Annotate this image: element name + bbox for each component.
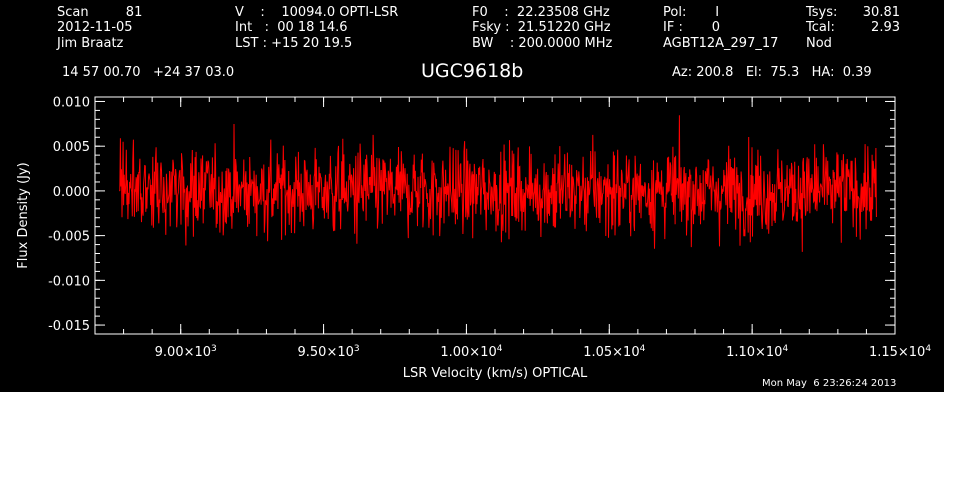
header-col1-line3: Jim Braatz bbox=[57, 36, 124, 51]
tsys-label: Tsys: bbox=[806, 5, 838, 20]
header-col4-line3: AGBT12A_297_17 bbox=[663, 36, 779, 51]
header-col1-line1: Scan 81 bbox=[57, 5, 143, 20]
tcal-value: 2.93 bbox=[871, 20, 900, 35]
spectrum-series-line bbox=[118, 115, 877, 252]
source-name: UGC9618b bbox=[421, 60, 524, 82]
y-tick-label: 0.010 bbox=[53, 95, 90, 110]
x-tick-label: 1.00×104 bbox=[440, 344, 502, 360]
nod-label: Nod bbox=[806, 36, 832, 51]
y-tick-label: -0.005 bbox=[48, 230, 90, 245]
header-col3-line1: F0 : 22.23508 GHz bbox=[472, 5, 610, 20]
y-tick-label: -0.015 bbox=[48, 319, 90, 334]
header-col2-line3: LST : +15 20 19.5 bbox=[235, 36, 353, 51]
x-axis-label: LSR Velocity (km/s) OPTICAL bbox=[403, 366, 588, 381]
header-col2-line1: V : 10094.0 OPTI-LSR bbox=[235, 5, 399, 20]
source-coordinates: 14 57 00.70 +24 37 03.0 bbox=[62, 65, 235, 80]
x-tick-label: 1.05×104 bbox=[583, 344, 645, 360]
pointing-info: Az: 200.8 El: 75.3 HA: 0.39 bbox=[672, 65, 872, 80]
x-tick-label: 9.50×103 bbox=[298, 344, 360, 360]
header-col4-line1: Pol: I bbox=[663, 5, 720, 20]
tcal-label: Tcal: bbox=[806, 20, 835, 35]
footer-date: Mon May 6 23:26:24 2013 bbox=[762, 378, 897, 389]
y-tick-label: 0.000 bbox=[53, 185, 90, 200]
header-col3-line2: Fsky : 21.51220 GHz bbox=[472, 20, 611, 35]
spectrum-chart: 0.010 0.005 0.000 -0.005 -0.010 -0.015 9.00×10… bbox=[16, 95, 931, 381]
tsys-value: 30.81 bbox=[862, 5, 900, 20]
y-tick-label: 0.005 bbox=[53, 140, 90, 155]
x-tick-label: 1.15×104 bbox=[869, 344, 931, 360]
x-tick-label: 9.00×103 bbox=[155, 344, 217, 360]
header-col2-line2: Int : 00 18 14.6 bbox=[235, 20, 348, 35]
header-col4-line2: IF : 0 bbox=[663, 20, 721, 35]
header-col3-line3: BW : 200.0000 MHz bbox=[472, 36, 613, 51]
y-tick-label: -0.010 bbox=[48, 274, 90, 289]
y-axis-label: Flux Density (Jy) bbox=[16, 162, 31, 268]
header-col1-line2: 2012-11-05 bbox=[57, 20, 133, 35]
x-tick-label: 1.10×104 bbox=[726, 344, 788, 360]
spectrum-panel: Scan 81 2012-11-05 Jim Braatz V : 10094.… bbox=[0, 0, 944, 392]
